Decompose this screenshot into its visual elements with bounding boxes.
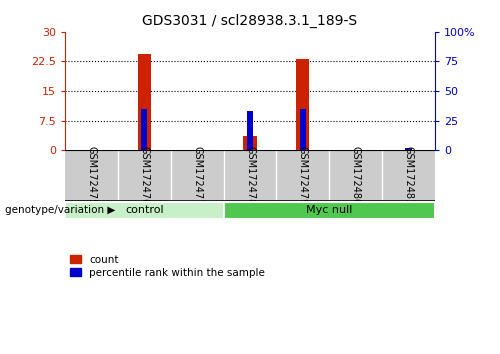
Text: GSM172480: GSM172480 — [350, 146, 360, 205]
Bar — [296, 59, 310, 150]
Bar — [224, 202, 435, 218]
Bar — [247, 111, 253, 150]
Bar — [141, 109, 148, 150]
Text: GSM172479: GSM172479 — [298, 146, 308, 205]
Bar — [65, 202, 224, 218]
Legend: count, percentile rank within the sample: count, percentile rank within the sample — [70, 255, 265, 278]
Text: genotype/variation ▶: genotype/variation ▶ — [5, 205, 116, 215]
Text: GSM172476: GSM172476 — [140, 146, 149, 205]
Bar — [406, 148, 411, 150]
Text: Myc null: Myc null — [306, 205, 352, 215]
Text: GSM172477: GSM172477 — [192, 146, 202, 205]
Text: GSM172475: GSM172475 — [86, 146, 97, 205]
Bar — [138, 53, 151, 150]
Text: GSM172478: GSM172478 — [245, 146, 255, 205]
Bar — [300, 109, 306, 150]
Text: GSM172481: GSM172481 — [404, 146, 413, 205]
Title: GDS3031 / scl28938.3.1_189-S: GDS3031 / scl28938.3.1_189-S — [142, 14, 358, 28]
Bar — [244, 136, 256, 150]
Text: control: control — [125, 205, 164, 215]
